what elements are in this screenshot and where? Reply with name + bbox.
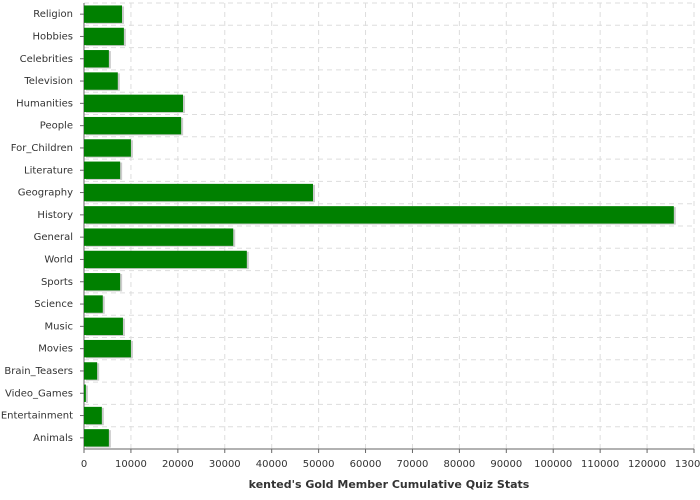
x-tick-label: 60000: [350, 459, 382, 470]
y-tick-label: Movies: [38, 344, 73, 355]
bar: [84, 206, 674, 224]
y-tick-label: Video_Games: [5, 388, 73, 399]
bar: [84, 139, 131, 157]
y-tick-label: Geography: [18, 188, 73, 199]
y-tick-label: Animals: [33, 433, 73, 444]
y-tick-label: Television: [23, 76, 73, 87]
bar: [84, 27, 124, 46]
x-tick-label: 0: [81, 459, 87, 470]
y-tick-label: Music: [45, 321, 73, 332]
x-tick-label: 130000: [675, 459, 700, 470]
bar: [84, 161, 121, 179]
y-tick-label: World: [44, 254, 73, 265]
bar: [84, 429, 109, 447]
bar: [84, 94, 184, 113]
y-tick-label: Science: [34, 299, 73, 310]
y-tick-label: Humanities: [16, 98, 73, 109]
bar: [84, 183, 313, 202]
bar: [84, 295, 103, 313]
y-tick-label: History: [37, 210, 73, 221]
y-tick-label: People: [40, 121, 73, 132]
bar: [84, 116, 182, 135]
y-tick-label: Celebrities: [20, 54, 73, 65]
bar: [84, 406, 102, 425]
bar: [84, 5, 123, 23]
y-tick-label: Brain_Teasers: [4, 366, 73, 377]
x-tick-label: 40000: [256, 459, 288, 470]
bar: [84, 72, 118, 90]
y-tick-label: Entertainment: [1, 411, 73, 422]
bar: [84, 228, 234, 246]
x-tick-label: 20000: [162, 459, 194, 470]
bar: [84, 50, 109, 68]
bar-shadow: [86, 385, 88, 403]
x-tick-label: 120000: [628, 459, 666, 470]
y-tick-label: Religion: [33, 9, 73, 20]
chart-title: kented's Gold Member Cumulative Quiz Sta…: [249, 478, 530, 491]
x-tick-label: 90000: [490, 459, 522, 470]
y-tick-label: General: [34, 232, 73, 243]
bar: [84, 362, 98, 380]
x-tick-label: 100000: [534, 459, 572, 470]
y-tick-label: Sports: [41, 277, 73, 288]
x-tick-label: 70000: [397, 459, 429, 470]
y-tick-label: Literature: [24, 165, 73, 176]
y-tick-label: Hobbies: [33, 31, 73, 42]
x-tick-label: 10000: [115, 459, 147, 470]
bar: [84, 250, 247, 269]
y-tick-label: For_Children: [11, 143, 73, 154]
x-tick-label: 50000: [303, 459, 335, 470]
x-tick-label: 80000: [443, 459, 475, 470]
x-tick-label: 30000: [209, 459, 241, 470]
bar: [84, 273, 121, 291]
x-tick-label: 110000: [581, 459, 619, 470]
bar: [84, 317, 123, 336]
bar: [84, 339, 131, 358]
bar: [84, 384, 86, 402]
